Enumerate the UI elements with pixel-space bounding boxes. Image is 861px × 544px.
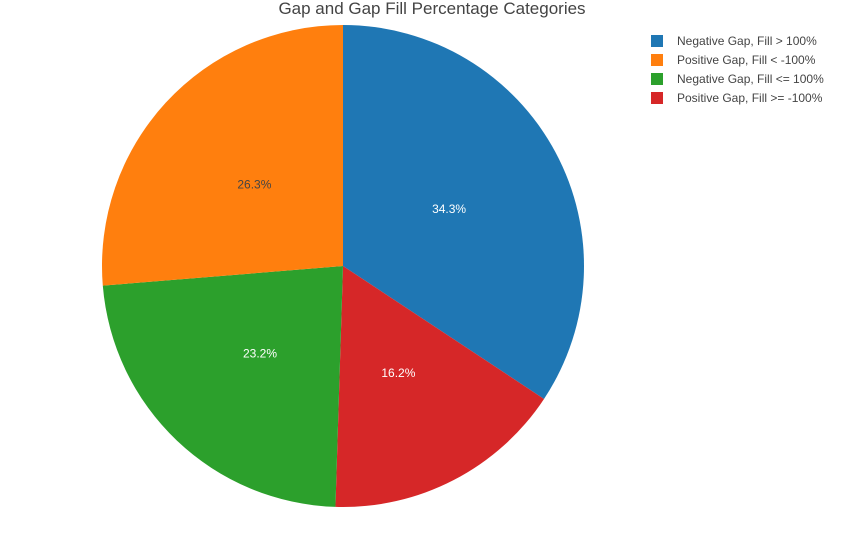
legend-label: Negative Gap, Fill <= 100%: [677, 72, 824, 86]
pie-slice[interactable]: [335, 266, 545, 507]
legend-item[interactable]: Negative Gap, Fill <= 100%: [651, 72, 824, 86]
legend-item[interactable]: Positive Gap, Fill < -100%: [651, 53, 816, 67]
pie-slice[interactable]: [343, 25, 584, 399]
legend-swatch: [651, 54, 663, 66]
legend-label: Positive Gap, Fill >= -100%: [677, 91, 823, 105]
slice-value-label: 26.3%: [237, 177, 271, 191]
legend-swatch: [651, 92, 663, 104]
slice-value-label: 16.2%: [381, 366, 415, 380]
legend-label: Negative Gap, Fill > 100%: [677, 34, 817, 48]
legend: Negative Gap, Fill > 100% Positive Gap, …: [651, 34, 824, 105]
legend-swatch: [651, 73, 663, 85]
slice-value-label: 34.3%: [432, 202, 466, 216]
pie-slices: [101, 25, 584, 507]
pie-slice-labels: 34.3% 16.2% 23.2% 26.3%: [237, 177, 466, 380]
legend-swatch: [651, 35, 663, 47]
chart-title: Gap and Gap Fill Percentage Categories: [278, 0, 585, 18]
legend-item[interactable]: Positive Gap, Fill >= -100%: [651, 91, 823, 105]
slice-value-label: 23.2%: [243, 346, 277, 360]
legend-label: Positive Gap, Fill < -100%: [677, 53, 816, 67]
legend-item[interactable]: Negative Gap, Fill > 100%: [651, 34, 817, 48]
pie-slice[interactable]: [101, 25, 344, 286]
pie-slice[interactable]: [102, 266, 343, 507]
